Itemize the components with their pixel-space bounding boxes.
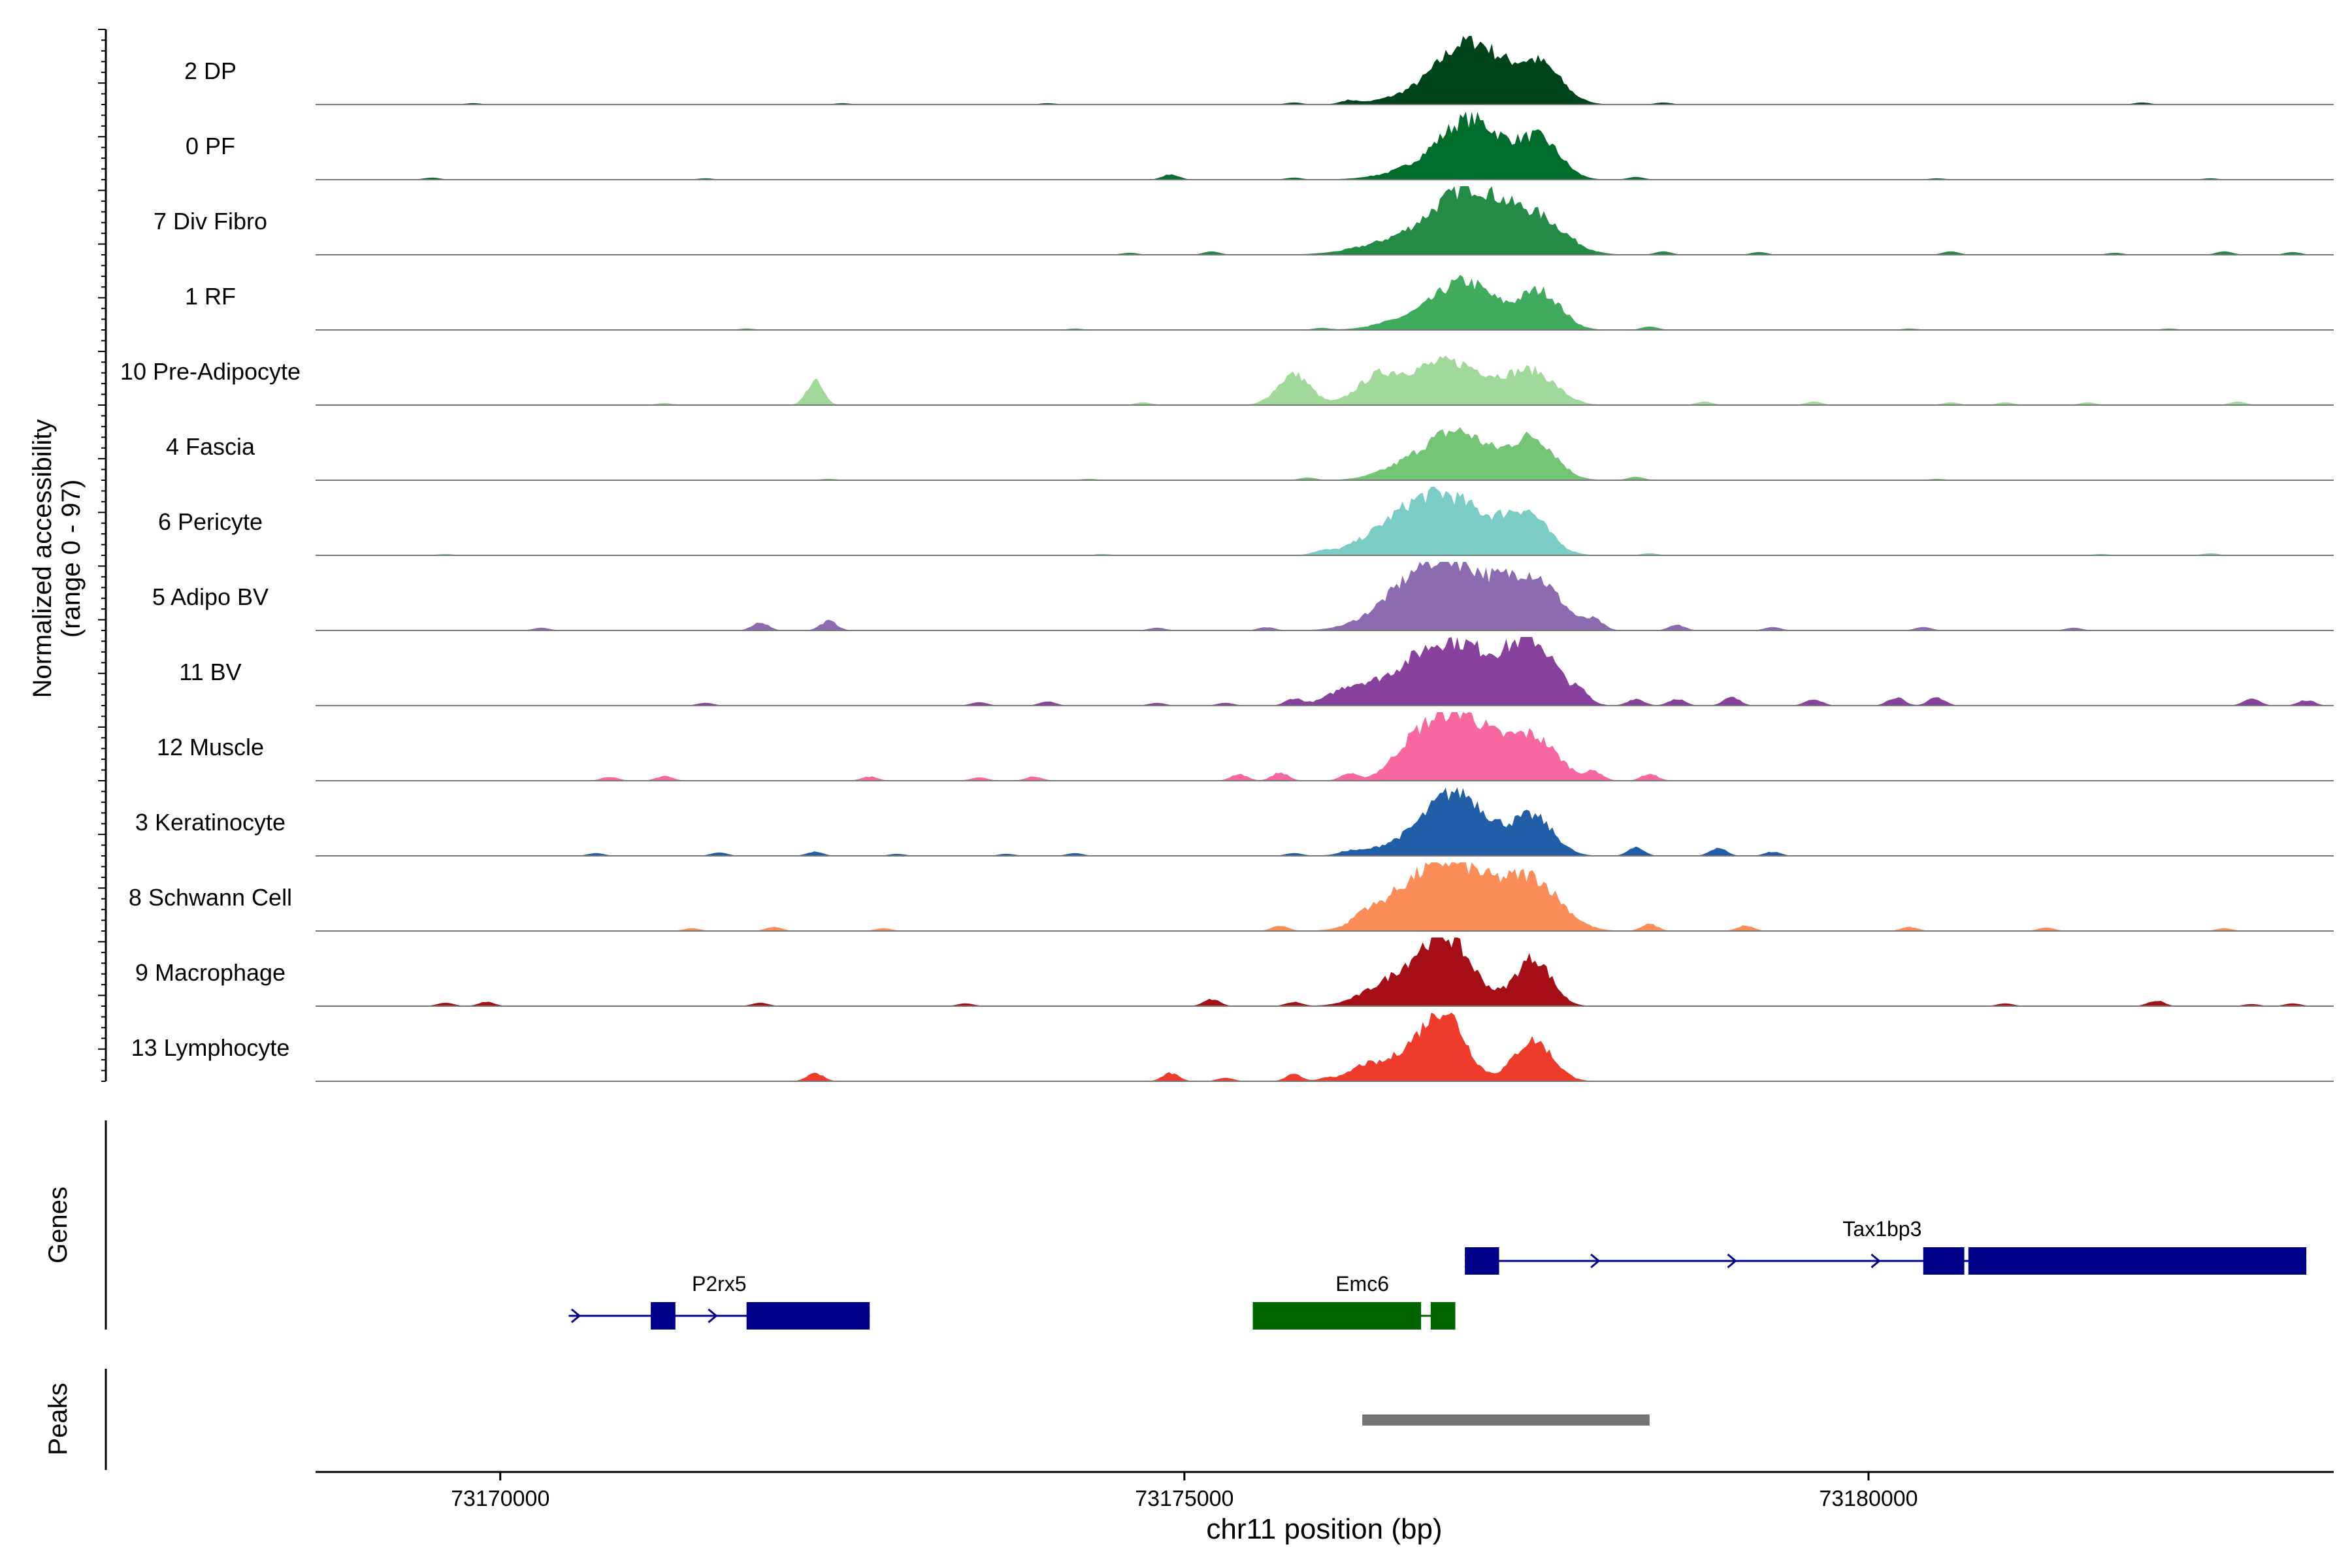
gene-exon bbox=[1923, 1247, 1965, 1275]
track-11-bv: 11 BV bbox=[179, 637, 2334, 706]
gene-track: P2rx5Emc6Tax1bp3Ctns bbox=[105, 1120, 2307, 1330]
y-axis-range-label: (range 0 - 97) bbox=[57, 480, 86, 638]
gene-track-label: Genes bbox=[44, 1186, 73, 1264]
coverage-area bbox=[316, 562, 2334, 630]
gene-p2rx5: P2rx5 bbox=[568, 1272, 870, 1330]
coverage-area bbox=[316, 355, 2334, 405]
track-label: 8 Schwann Cell bbox=[129, 884, 292, 911]
track-label: 10 Pre-Adipocyte bbox=[120, 358, 301, 385]
track-0-pf: 0 PF bbox=[186, 111, 2334, 180]
strand-arrow bbox=[1870, 1253, 1881, 1269]
coverage-area bbox=[316, 487, 2334, 555]
gene-emc6: Emc6 bbox=[1252, 1272, 1456, 1330]
coverage-area bbox=[316, 862, 2334, 931]
coverage-tracks: 2 DP 0 PF 7 Div Fibro 1 RF 10 Pre-Adipocyte 4… bbox=[120, 36, 2334, 1082]
y-axis-title: Normalized accessibility bbox=[28, 419, 57, 698]
track-10-pre-adipocyte: 10 Pre-Adipocyte bbox=[120, 355, 2334, 406]
strand-arrow bbox=[1590, 1253, 1601, 1269]
accessibility-y-axis bbox=[98, 29, 107, 1082]
gene-label: Tax1bp3 bbox=[1842, 1217, 1921, 1241]
track-label: 6 Pericyte bbox=[158, 508, 263, 535]
coverage-area bbox=[316, 186, 2334, 255]
coverage-area bbox=[316, 637, 2334, 706]
coverage-area bbox=[316, 36, 2334, 105]
track-1-rf: 1 RF bbox=[185, 274, 2334, 331]
gene-exon bbox=[1968, 1247, 2307, 1275]
gene-exon bbox=[1252, 1302, 1422, 1330]
track-5-adipo-bv: 5 Adipo BV bbox=[152, 562, 2334, 631]
track-2-dp: 2 DP bbox=[184, 36, 2334, 105]
strand-arrow bbox=[1464, 1253, 1475, 1269]
gene-tax1bp3: Tax1bp3 bbox=[1464, 1217, 2307, 1275]
track-label: 0 PF bbox=[186, 133, 235, 159]
peak-track-label: Peaks bbox=[44, 1382, 73, 1455]
track-3-keratinocyte: 3 Keratinocyte bbox=[135, 787, 2334, 857]
x-tick-label: 73175000 bbox=[1135, 1486, 1233, 1511]
x-tick-label: 73180000 bbox=[1819, 1486, 1918, 1511]
peak-region bbox=[1362, 1414, 1650, 1426]
track-label: 11 BV bbox=[179, 659, 241, 685]
strand-arrow bbox=[708, 1308, 718, 1324]
track-8-schwann-cell: 8 Schwann Cell bbox=[129, 862, 2334, 932]
strand-arrow bbox=[1727, 1253, 1737, 1269]
gene-exon bbox=[1430, 1302, 1456, 1330]
track-label: 1 RF bbox=[185, 283, 236, 310]
track-4-fascia: 4 Fascia bbox=[166, 427, 2334, 481]
gene-exon bbox=[651, 1302, 676, 1330]
track-label: 4 Fascia bbox=[166, 433, 255, 460]
track-6-pericyte: 6 Pericyte bbox=[158, 487, 2334, 556]
coverage-area bbox=[316, 787, 2334, 856]
x-tick-label: 73170000 bbox=[451, 1486, 549, 1511]
gene-label: P2rx5 bbox=[692, 1272, 747, 1296]
coverage-area bbox=[316, 111, 2334, 180]
gene-exon bbox=[1465, 1247, 1499, 1275]
strand-arrow bbox=[570, 1308, 581, 1324]
coverage-area bbox=[316, 427, 2334, 480]
gene-label: Emc6 bbox=[1335, 1272, 1389, 1296]
peak-track bbox=[105, 1369, 1650, 1470]
coverage-area bbox=[316, 938, 2334, 1006]
track-9-macrophage: 9 Macrophage bbox=[135, 938, 2334, 1007]
track-13-lymphocyte: 13 Lymphocyte bbox=[131, 1013, 2334, 1082]
track-label: 9 Macrophage bbox=[135, 959, 286, 986]
track-label: 3 Keratinocyte bbox=[135, 809, 286, 836]
coverage-area bbox=[316, 1013, 2334, 1081]
x-axis: 73170000 73175000 73180000 bbox=[316, 1471, 2334, 1511]
coverage-area bbox=[316, 712, 2334, 781]
coverage-area bbox=[316, 274, 2334, 330]
track-label: 2 DP bbox=[184, 57, 237, 84]
gene-exon bbox=[746, 1302, 870, 1330]
track-7-div-fibro: 7 Div Fibro bbox=[154, 186, 2334, 255]
track-label: 12 Muscle bbox=[157, 734, 264, 760]
track-12-muscle: 12 Muscle bbox=[157, 712, 2334, 781]
track-label: 7 Div Fibro bbox=[154, 208, 267, 235]
x-axis-title: chr11 position (bp) bbox=[1206, 1513, 1442, 1545]
track-label: 5 Adipo BV bbox=[152, 583, 269, 610]
track-label: 13 Lymphocyte bbox=[131, 1034, 290, 1061]
